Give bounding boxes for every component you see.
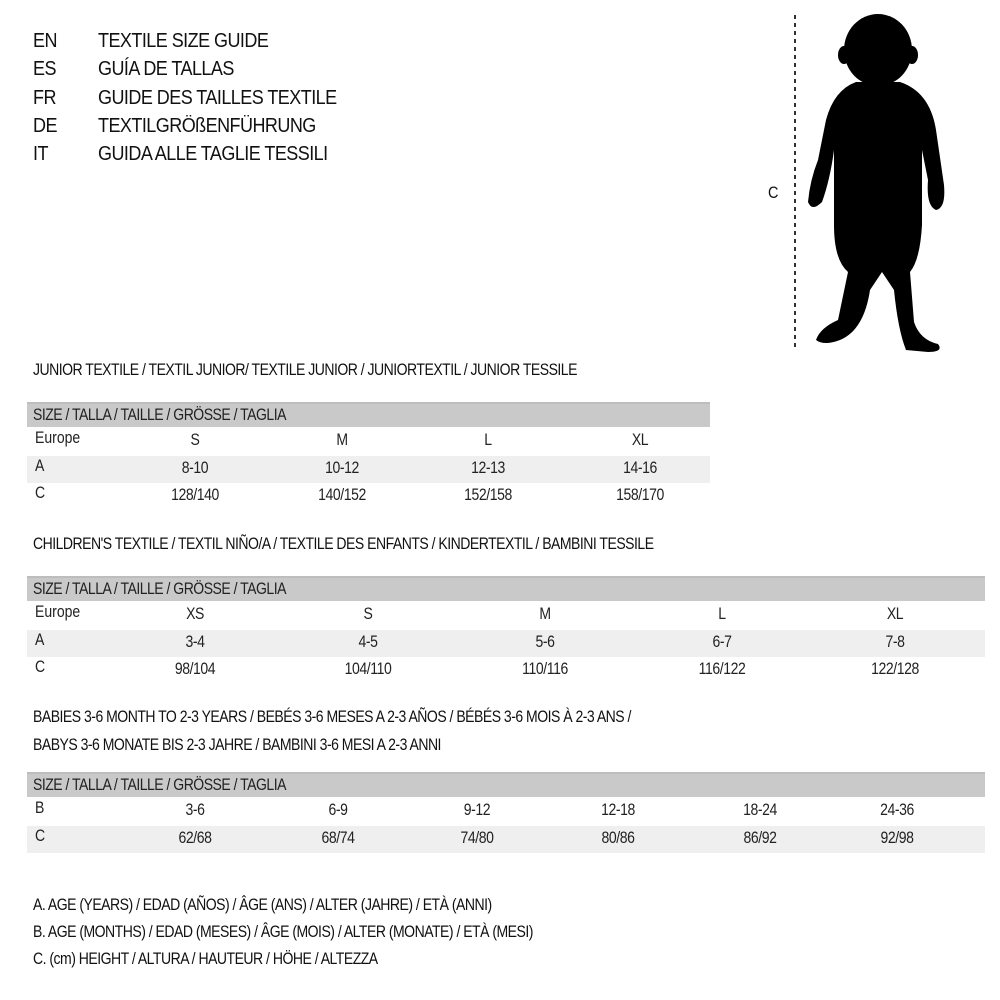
size-band-label: SIZE / TALLA / TAILLE / GRÖSSE / TAGLIA bbox=[33, 580, 286, 598]
table-cell: 62/68 bbox=[178, 828, 212, 847]
table-row: Europe XS S M L XL bbox=[27, 602, 985, 629]
table-cell: 14-16 bbox=[623, 458, 657, 477]
table-cell: 10-12 bbox=[325, 458, 359, 477]
language-code: IT bbox=[33, 143, 48, 166]
table-cell: XL bbox=[631, 431, 649, 449]
table-cell: 152/158 bbox=[464, 486, 512, 504]
table-cell: 80/86 bbox=[601, 828, 635, 847]
table-cell: 104/110 bbox=[344, 660, 392, 678]
row-label: Europe bbox=[35, 603, 81, 621]
child-silhouette bbox=[794, 14, 945, 352]
language-code: DE bbox=[33, 114, 57, 137]
table-cell: 92/98 bbox=[880, 828, 914, 847]
table-cell: 6-9 bbox=[328, 801, 348, 819]
language-title: GUIDE DES TAILLES TEXTILE bbox=[98, 86, 337, 109]
table-row: C 128/140 140/152 152/158 158/170 bbox=[27, 483, 710, 510]
table-cell: 12-18 bbox=[601, 801, 635, 819]
table-cell: 158/170 bbox=[616, 486, 664, 504]
size-band-label: SIZE / TALLA / TAILLE / GRÖSSE / TAGLIA bbox=[33, 406, 286, 424]
table-cell: 128/140 bbox=[171, 486, 219, 504]
table-row: A 3-4 4-5 5-6 6-7 7-8 bbox=[27, 629, 985, 657]
table-cell: S bbox=[363, 605, 373, 623]
legend-c: C. (cm) HEIGHT / ALTURA / HAUTEUR / HÖHE… bbox=[33, 950, 378, 968]
table-cell: 8-10 bbox=[181, 458, 209, 477]
table-row: A 8-10 10-12 12-13 14-16 bbox=[27, 455, 710, 483]
table-cell: S bbox=[190, 431, 200, 449]
table-cell: 12-13 bbox=[471, 458, 505, 477]
language-title: GUÍA DE TALLAS bbox=[98, 58, 234, 81]
table-row: Europe S M L XL bbox=[27, 428, 710, 455]
table-row: C 98/104 104/110 110/116 116/122 122/128 bbox=[27, 657, 985, 684]
height-measure-label: C bbox=[768, 183, 778, 202]
language-code: EN bbox=[33, 30, 57, 52]
table-cell: 3-6 bbox=[185, 801, 205, 819]
language-title: TEXTILE SIZE GUIDE bbox=[98, 30, 269, 52]
row-label: C bbox=[35, 658, 46, 676]
table-cell: 5-6 bbox=[535, 632, 555, 651]
table-cell: 74/80 bbox=[460, 828, 494, 847]
table-cell: 140/152 bbox=[318, 486, 366, 504]
table-cell: XS bbox=[186, 605, 204, 623]
table-cell: 24-36 bbox=[880, 801, 914, 819]
size-band: SIZE / TALLA / TAILLE / GRÖSSE / TAGLIA bbox=[27, 402, 710, 427]
table-cell: M bbox=[539, 605, 551, 623]
table-cell: L bbox=[718, 605, 726, 623]
size-band: SIZE / TALLA / TAILLE / GRÖSSE / TAGLIA bbox=[27, 772, 985, 797]
row-label: C bbox=[35, 484, 46, 502]
table-cell: 86/92 bbox=[743, 828, 777, 847]
row-label: A bbox=[35, 630, 45, 649]
size-band: SIZE / TALLA / TAILLE / GRÖSSE / TAGLIA bbox=[27, 576, 985, 601]
table-cell: 7-8 bbox=[885, 632, 905, 651]
table-cell: M bbox=[336, 431, 348, 449]
table-cell: XL bbox=[886, 605, 904, 623]
table-cell: 3-4 bbox=[185, 632, 205, 651]
table-cell: 9-12 bbox=[463, 801, 491, 819]
table-row: C 62/68 68/74 74/80 80/86 86/92 92/98 bbox=[27, 825, 985, 853]
table-cell: 4-5 bbox=[358, 632, 378, 651]
row-label: B bbox=[35, 799, 45, 817]
table-cell: 18-24 bbox=[743, 801, 777, 819]
table-cell: L bbox=[484, 431, 492, 449]
table-cell: 122/128 bbox=[871, 660, 919, 678]
language-title: TEXTILGRÖßENFÜHRUNG bbox=[98, 114, 316, 137]
row-label: A bbox=[35, 456, 45, 475]
babies-heading-line2: BABYS 3-6 MONATE BIS 2-3 JAHRE / BAMBINI… bbox=[33, 736, 441, 754]
language-code: ES bbox=[33, 58, 56, 81]
legend-b: B. AGE (MONTHS) / EDAD (MESES) / ÂGE (MO… bbox=[33, 923, 533, 941]
size-band-label: SIZE / TALLA / TAILLE / GRÖSSE / TAGLIA bbox=[33, 776, 286, 794]
row-label: C bbox=[35, 826, 46, 845]
table-cell: 116/122 bbox=[698, 660, 746, 678]
language-code: FR bbox=[33, 86, 56, 109]
legend-a: A. AGE (YEARS) / EDAD (AÑOS) / ÂGE (ANS)… bbox=[33, 896, 492, 914]
babies-heading-line1: BABIES 3-6 MONTH TO 2-3 YEARS / BEBÉS 3-… bbox=[33, 708, 631, 726]
table-cell: 6-7 bbox=[712, 632, 732, 651]
table-row: B 3-6 6-9 9-12 12-18 18-24 24-36 bbox=[27, 798, 985, 825]
children-heading: CHILDREN'S TEXTILE / TEXTIL NIÑO/A / TEX… bbox=[33, 535, 654, 553]
table-cell: 110/116 bbox=[522, 660, 568, 678]
language-title: GUIDA ALLE TAGLIE TESSILI bbox=[98, 143, 328, 166]
junior-heading: JUNIOR TEXTILE / TEXTIL JUNIOR/ TEXTILE … bbox=[33, 361, 577, 379]
table-cell: 68/74 bbox=[321, 828, 355, 847]
row-label: Europe bbox=[35, 429, 81, 447]
table-cell: 98/104 bbox=[174, 660, 216, 678]
